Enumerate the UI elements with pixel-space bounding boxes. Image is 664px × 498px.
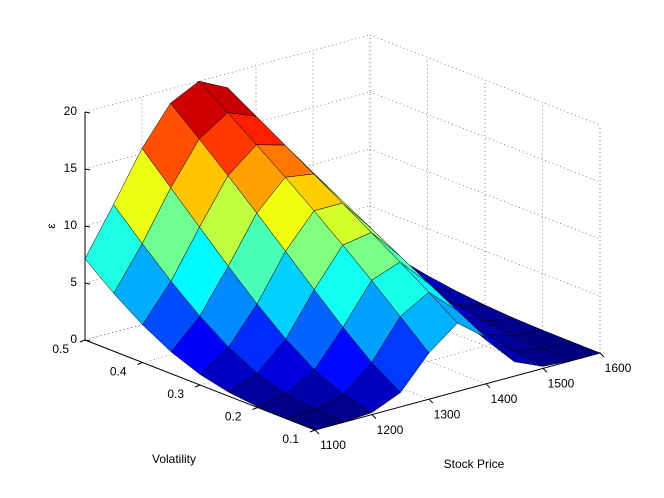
y-tick-label: 0.3 xyxy=(167,387,184,401)
z-tick xyxy=(84,168,91,171)
z-tick xyxy=(84,225,91,228)
x-tick xyxy=(542,368,548,373)
y-tick-label: 0.1 xyxy=(282,432,299,446)
y-tick-label: 0.4 xyxy=(110,365,127,379)
z-tick-label: 0 xyxy=(70,332,77,346)
grid-line xyxy=(369,148,601,240)
x-tick-label: 1600 xyxy=(605,361,632,375)
z-tick xyxy=(84,111,91,114)
surface-patch xyxy=(285,409,345,431)
y-axis-label: Volatility xyxy=(152,452,196,466)
grid-line xyxy=(369,91,601,183)
z-tick xyxy=(84,282,91,285)
y-tick xyxy=(252,407,258,410)
y-tick-label: 0.5 xyxy=(52,342,69,356)
x-axis-label: Stock Price xyxy=(444,457,505,471)
x-tick xyxy=(599,352,605,358)
y-tick xyxy=(137,362,143,365)
x-tick xyxy=(371,414,377,419)
z-tick-label: 5 xyxy=(70,275,77,289)
z-tick-label: 10 xyxy=(64,218,78,232)
z-tick xyxy=(84,339,91,342)
x-tick-label: 1300 xyxy=(434,407,461,421)
x-tick xyxy=(485,383,491,389)
x-axis xyxy=(314,352,601,431)
z-tick-label: 15 xyxy=(64,161,78,175)
x-tick-label: 1400 xyxy=(491,392,518,406)
y-tick xyxy=(194,384,201,388)
y-tick-label: 0.2 xyxy=(225,410,242,424)
x-tick-label: 1200 xyxy=(377,423,404,437)
y-tick xyxy=(79,339,86,343)
z-tick-label: 20 xyxy=(64,104,78,118)
x-tick xyxy=(428,398,434,404)
x-tick-label: 1100 xyxy=(320,438,346,452)
x-tick xyxy=(314,429,320,435)
y-tick xyxy=(309,429,316,433)
x-tick-label: 1500 xyxy=(548,377,575,391)
z-axis-label: ε xyxy=(44,223,58,229)
